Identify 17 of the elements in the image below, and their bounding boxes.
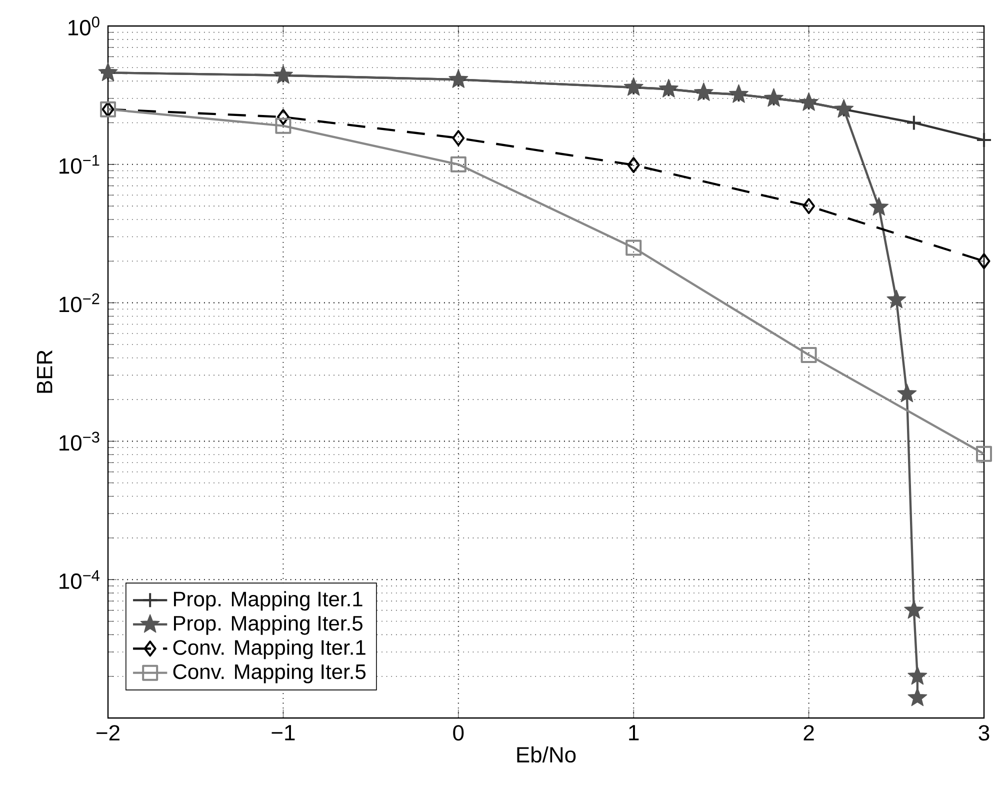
- y-tick-label: 10$^{−3}$: [60, 432, 100, 451]
- x-tick-label: 3: [978, 725, 990, 741]
- x-tick-label: 1: [629, 725, 639, 740]
- x-tick-label: −2: [96, 725, 120, 740]
- x-tick-label: −1: [272, 725, 295, 740]
- legend-label: Prop. Mapping Iter.1: [174, 591, 362, 611]
- x-axis-title: Eb/No: [517, 746, 576, 763]
- y-tick-label: 10$^{−2}$: [60, 293, 100, 312]
- y-axis-title: BER: [37, 350, 52, 393]
- y-tick-label: 10$^{0}$: [68, 16, 100, 36]
- legend-label: Conv. Mapping Iter.5: [173, 664, 366, 684]
- x-tick-label: 0: [453, 725, 464, 741]
- y-tick-label: 10$^{−1}$: [60, 155, 100, 174]
- y-tick-label: 10$^{−4}$: [60, 570, 100, 589]
- legend-label: Conv. Mapping Iter.1: [173, 640, 366, 660]
- x-tick-label: 2: [804, 725, 814, 740]
- legend-label: Prop. Mapping Iter.5: [174, 615, 362, 635]
